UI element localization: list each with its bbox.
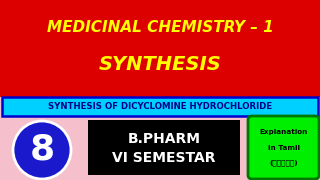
Text: B.PHARM: B.PHARM [127, 132, 201, 146]
Text: VI SEMESTAR: VI SEMESTAR [112, 152, 216, 165]
Text: SYNTHESIS OF DICYCLOMINE HYDROCHLORIDE: SYNTHESIS OF DICYCLOMINE HYDROCHLORIDE [48, 102, 272, 111]
FancyBboxPatch shape [0, 0, 320, 97]
Circle shape [13, 121, 71, 179]
FancyBboxPatch shape [88, 120, 240, 175]
Text: (தமிழ்): (தமிழ்) [269, 160, 298, 166]
Text: in Tamil: in Tamil [268, 145, 300, 150]
Text: MEDICINAL CHEMISTRY – 1: MEDICINAL CHEMISTRY – 1 [47, 21, 273, 35]
FancyBboxPatch shape [2, 97, 318, 116]
Text: 8: 8 [29, 133, 55, 167]
Text: SYNTHESIS: SYNTHESIS [99, 55, 221, 75]
Text: Explanation: Explanation [259, 129, 308, 135]
FancyBboxPatch shape [248, 116, 319, 179]
